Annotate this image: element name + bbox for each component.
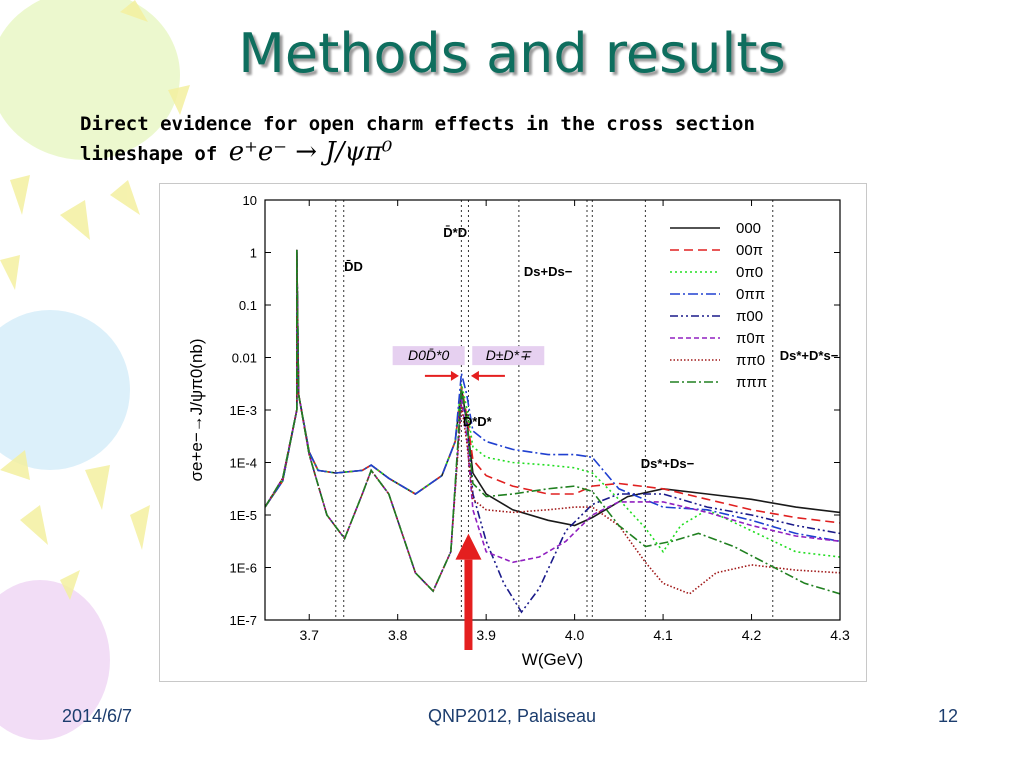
annotation-label: D±D*∓ (486, 347, 532, 363)
y-tick-label: 1 (250, 246, 257, 261)
slide-subtitle: Direct evidence for open charm effects i… (80, 110, 755, 168)
y-tick-label: 1E-3 (230, 403, 257, 418)
y-tick-label: 10 (243, 193, 257, 208)
y-tick-label: 1E-4 (230, 456, 257, 471)
legend-label: 0ππ (736, 286, 765, 303)
y-tick-label: 1E-7 (230, 613, 257, 628)
subtitle-prefix: lineshape of (80, 143, 229, 165)
legend-label: π00 (736, 308, 763, 325)
threshold-labels: D̄D D̄*D Ds+Ds− D̄*D* Ds*+Ds− Ds*+D*s− (344, 225, 839, 471)
legend-label: 0π0 (736, 264, 763, 281)
series-line (265, 249, 840, 595)
series-line (265, 249, 840, 614)
legend-label: 00π (736, 242, 763, 259)
x-tick-label: 3.8 (388, 627, 408, 643)
annotation-highlight (472, 346, 545, 366)
footer-center: QNP2012, Palaiseau (427, 706, 597, 726)
threshold-label: Ds*+D*s− (780, 348, 839, 363)
x-tick-label: 3.9 (476, 627, 496, 643)
y-axis-label: σe+e−→J/ψπ0(nb) (187, 338, 206, 481)
axes: 3.7 3.8 3.9 4.0 4.1 4.2 4.3 10 1 0.1 0.01 1E-3 1E-4 1… (187, 193, 850, 669)
legend-label: π0π (736, 330, 765, 347)
legend-label: ππ0 (736, 352, 765, 369)
x-tick-label: 4.2 (742, 627, 762, 643)
footer-page-number: 12 (938, 706, 959, 726)
threshold-label: D̄*D* (463, 414, 493, 429)
x-tick-label: 4.1 (653, 627, 673, 643)
chart-legend: 000 00π 0π0 0ππ π00 π0π ππ0 πππ (670, 220, 767, 391)
annotations: D0D̄*0 D±D*∓ (392, 346, 545, 650)
series-lines (265, 249, 840, 614)
cross-section-chart: 3.7 3.8 3.9 4.0 4.1 4.2 4.3 10 1 0.1 0.01 1E-3 1E-4 1… (187, 193, 850, 669)
x-tick-label: 4.3 (830, 627, 850, 643)
big-arrow-head (455, 533, 482, 560)
subtitle-line-1: Direct evidence for open charm effects i… (80, 113, 755, 135)
y-tick-label: 0.01 (232, 351, 257, 366)
y-tick-label: 1E-6 (230, 561, 257, 576)
threshold-label: D̄*D (443, 225, 467, 240)
threshold-lines (335, 200, 774, 620)
arrowhead-right (450, 370, 459, 381)
chart-figure: 3.7 3.8 3.9 4.0 4.1 4.2 4.3 10 1 0.1 0.01 1E-3 1E-4 1… (159, 183, 867, 682)
legend-label: 000 (736, 220, 761, 237)
y-tick-label: 0.1 (239, 298, 257, 313)
arrowhead-left (470, 370, 479, 381)
subtitle-line-2: lineshape of e⁺e⁻ → J/ψπ⁰ (80, 138, 755, 168)
slide-title: Methods and results (238, 22, 786, 85)
x-tick-label: 3.7 (299, 627, 319, 643)
x-tick-label: 4.0 (565, 627, 585, 643)
threshold-label: Ds+Ds− (524, 264, 573, 279)
big-arrow-shaft (464, 559, 473, 650)
threshold-label: D̄D (344, 259, 363, 274)
legend-label: πππ (736, 374, 767, 391)
reaction-formula: e⁺e⁻ → J/ψπ⁰ (228, 137, 393, 167)
x-axis-label: W(GeV) (522, 650, 583, 669)
threshold-label: Ds*+Ds− (641, 456, 695, 471)
footer-date: 2014/6/7 (62, 706, 133, 726)
y-tick-label: 1E-5 (230, 508, 257, 523)
annotation-label: D0D̄*0 (408, 347, 449, 363)
annotation-highlight (392, 346, 465, 366)
